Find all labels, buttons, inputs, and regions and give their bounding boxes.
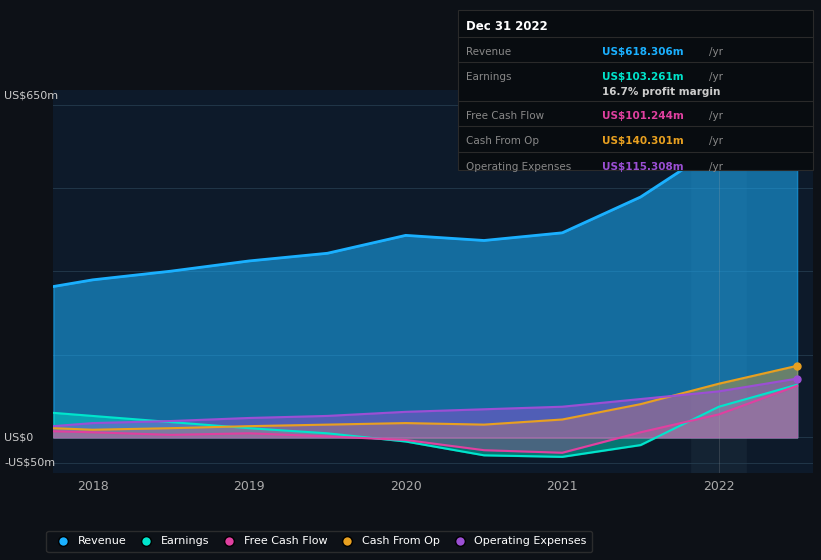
Text: US$103.261m: US$103.261m — [602, 72, 683, 82]
Text: /yr: /yr — [709, 72, 722, 82]
Text: 16.7% profit margin: 16.7% profit margin — [602, 87, 720, 97]
Text: -US$50m: -US$50m — [4, 458, 55, 468]
Text: Earnings: Earnings — [466, 72, 511, 82]
Text: /yr: /yr — [709, 111, 722, 121]
Text: US$101.244m: US$101.244m — [602, 111, 684, 121]
Text: /yr: /yr — [709, 47, 722, 57]
Legend: Revenue, Earnings, Free Cash Flow, Cash From Op, Operating Expenses: Revenue, Earnings, Free Cash Flow, Cash … — [46, 531, 592, 552]
Text: /yr: /yr — [709, 136, 722, 146]
Text: US$650m: US$650m — [4, 91, 58, 101]
Text: US$140.301m: US$140.301m — [602, 136, 684, 146]
Text: Free Cash Flow: Free Cash Flow — [466, 111, 544, 121]
Text: /yr: /yr — [709, 162, 722, 172]
Text: Cash From Op: Cash From Op — [466, 136, 539, 146]
Text: Dec 31 2022: Dec 31 2022 — [466, 20, 548, 33]
Text: US$0: US$0 — [4, 432, 34, 442]
Text: Revenue: Revenue — [466, 47, 511, 57]
Text: US$115.308m: US$115.308m — [602, 162, 683, 172]
Text: Operating Expenses: Operating Expenses — [466, 162, 571, 172]
Text: US$618.306m: US$618.306m — [602, 47, 683, 57]
